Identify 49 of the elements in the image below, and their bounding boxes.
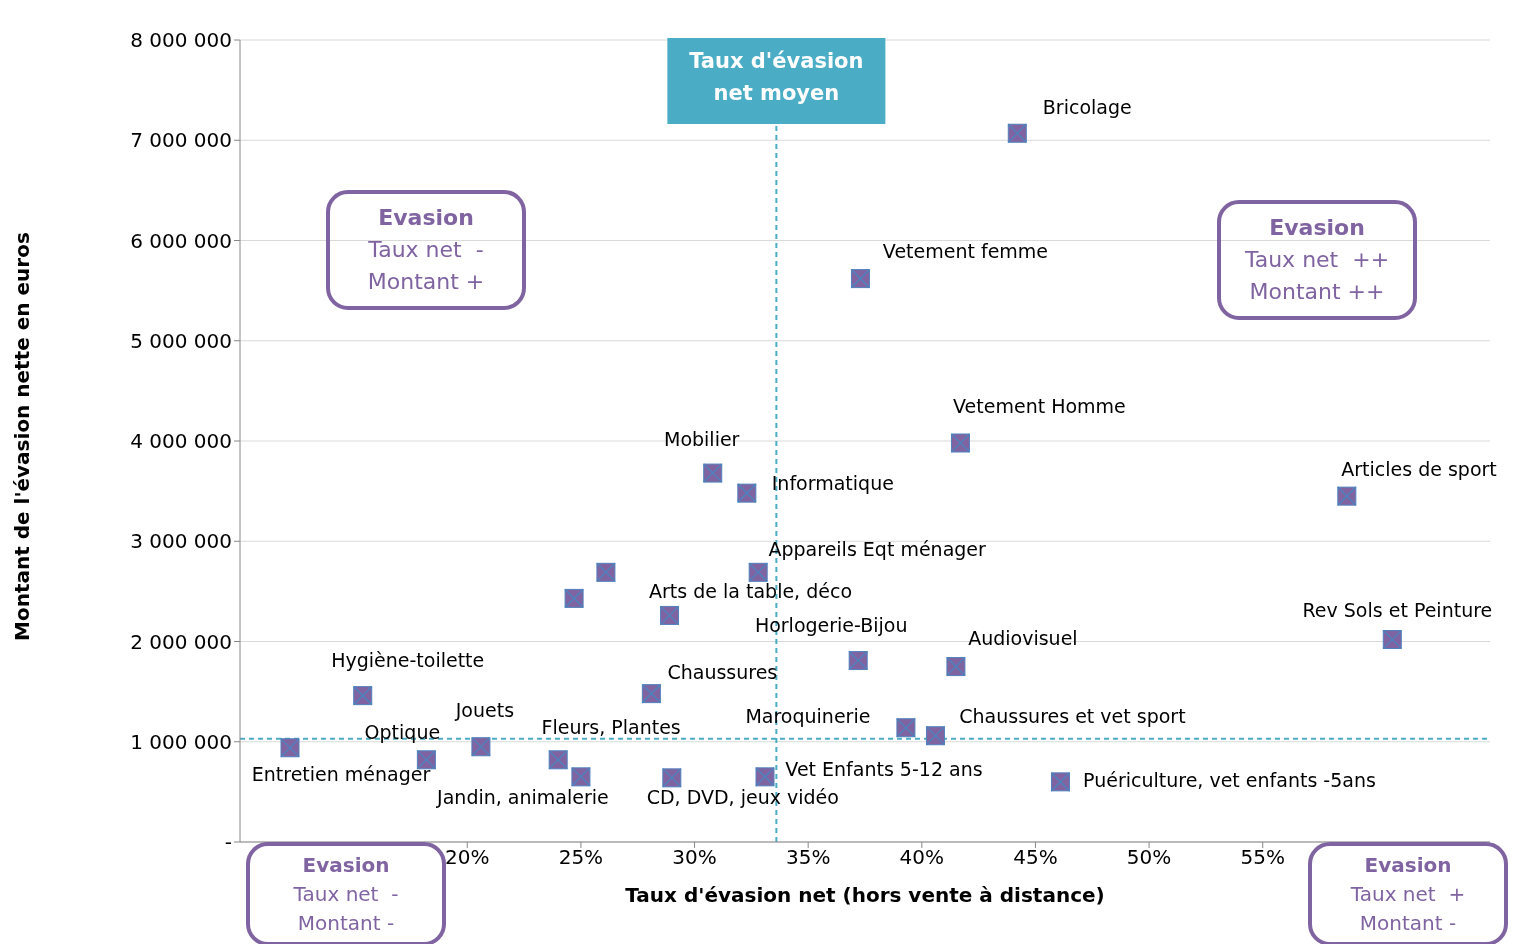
annotation: Evasion Taux net - Montant + — [366, 204, 486, 296]
rounded-box: Evasion Taux net ++ Montant ++ — [1217, 200, 1417, 320]
annotation: CD, DVD, jeux vidéo — [646, 786, 839, 809]
x-tick-label: 50% — [1126, 845, 1172, 870]
annotation: Evasion Taux net ++ Montant ++ — [1243, 214, 1391, 306]
rounded-box: Evasion Taux net - Montant - — [246, 842, 446, 944]
y-axis-title: Montant de l'évasion nette en euros — [10, 232, 35, 641]
annotation: Chaussures et vet sport — [959, 705, 1186, 728]
x-tick-label: 40% — [899, 845, 945, 870]
annotation: Chaussures — [667, 661, 778, 684]
annotation: Informatique — [771, 471, 894, 494]
x-tick-label: 30% — [672, 845, 717, 870]
y-tick-label: - — [224, 830, 232, 855]
x-tick-label: 35% — [785, 845, 831, 870]
ref-line-label: Taux d'évasion net moyen — [689, 49, 864, 105]
annotation: Audiovisuel — [968, 627, 1078, 650]
annotation: Maroquinerie — [745, 705, 871, 728]
annotation: Bricolage — [1042, 95, 1132, 118]
y-tick-label: 3 000 000 — [130, 529, 232, 554]
annotation: Puériculture, vet enfants -5ans — [1083, 768, 1376, 791]
y-tick-label: 6 000 000 — [130, 228, 232, 253]
annotation: Appareils Eqt ménager — [768, 537, 987, 560]
annotation: Fleurs, Plantes — [541, 716, 681, 739]
annotation: Vetement Homme — [953, 394, 1126, 417]
annotation: Rev Sols et Peinture — [1302, 599, 1493, 622]
x-tick-label: 45% — [1013, 845, 1058, 870]
annotation: Mobilier — [664, 427, 740, 450]
y-tick-label: 5 000 000 — [130, 328, 232, 353]
annotation: Vet Enfants 5-12 ans — [785, 758, 983, 781]
y-tick-label: 4 000 000 — [130, 429, 232, 454]
y-tick-label: 7 000 000 — [130, 128, 232, 153]
annotation: Hygiène-toilette — [331, 649, 485, 672]
x-tick-label: 25% — [558, 845, 604, 870]
x-axis-title: Taux d'évasion net (hors vente à distance) — [625, 883, 1105, 907]
rounded-box: Evasion Taux net - Montant + — [326, 190, 526, 310]
annotation: Arts de la table, déco — [649, 580, 853, 603]
annotation: Jandin, animalerie — [436, 786, 609, 809]
rounded-box: Evasion Taux net + Montant - — [1308, 842, 1508, 944]
annotation: Articles de sport — [1341, 457, 1497, 480]
y-tick-label: 2 000 000 — [130, 629, 232, 654]
y-tick-label: 8 000 000 — [130, 28, 232, 53]
annotation: Horlogerie-Bijou — [754, 614, 908, 637]
x-tick-label: 55% — [1240, 845, 1285, 870]
y-tick-label: 1 000 000 — [130, 729, 232, 754]
annotation: Optique — [364, 721, 441, 744]
annotation: Jouets — [454, 699, 515, 722]
annotation: Vetement femme — [882, 240, 1049, 263]
annotation: Entretien ménager — [251, 763, 431, 786]
x-tick-label: 20% — [445, 845, 490, 870]
